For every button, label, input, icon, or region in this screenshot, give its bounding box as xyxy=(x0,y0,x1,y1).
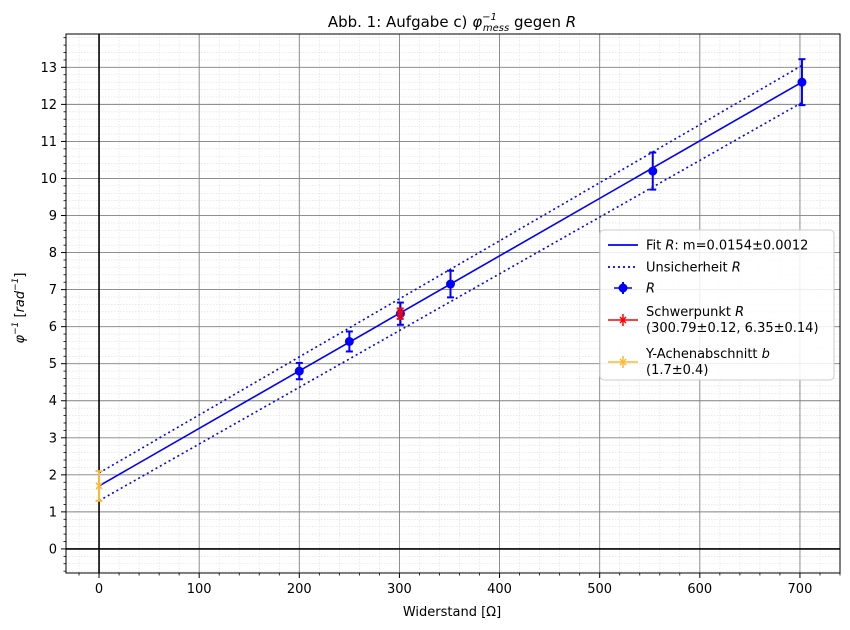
y-tick-label: 3 xyxy=(49,431,57,446)
schwerpunkt-dot xyxy=(397,310,404,317)
legend-swatch-dot xyxy=(618,283,628,293)
y-tick-label: 10 xyxy=(40,172,57,187)
y-tick-label: 5 xyxy=(49,357,57,372)
data-point xyxy=(797,77,807,87)
x-tick-label: 700 xyxy=(788,582,813,597)
ticks xyxy=(61,37,841,578)
x-tick-label: 0 xyxy=(95,582,103,597)
plot-frame xyxy=(65,33,841,574)
data-point-x xyxy=(95,482,103,490)
y-tick-label: 6 xyxy=(49,320,57,335)
legend-label: Fit R: m=0.0154±0.0012 xyxy=(646,239,808,254)
y-tick-label: 12 xyxy=(40,98,57,113)
legend-swatch-x xyxy=(619,316,627,324)
legend-label-line2: (1.7±0.4) xyxy=(646,363,708,378)
x-axis-label: Widerstand [Ω] xyxy=(403,605,501,620)
legend-label: Unsicherheit R xyxy=(646,261,741,276)
legend-label: Y-Achenabschnitt b xyxy=(645,347,770,362)
series-layer xyxy=(95,58,807,502)
y-tick-label: 2 xyxy=(49,468,57,483)
data-point xyxy=(294,366,304,376)
data-point xyxy=(648,166,658,176)
x-tick-label: 300 xyxy=(387,582,412,597)
x-tick-label: 400 xyxy=(487,582,512,597)
legend-label-line2: (300.79±0.12, 6.35±0.14) xyxy=(646,321,819,336)
y-tick-label: 8 xyxy=(49,246,57,261)
y-axis-label: φ−1 [rad−1] xyxy=(11,272,28,343)
y-tick-label: 7 xyxy=(49,283,57,298)
legend-box xyxy=(599,229,835,381)
y-tick-label: 0 xyxy=(49,542,57,557)
data-point xyxy=(344,336,354,346)
y-tick-label: 13 xyxy=(40,61,57,76)
y-tick-label: 11 xyxy=(40,135,57,150)
y-tick-label: 4 xyxy=(49,394,57,409)
x-tick-label: 600 xyxy=(687,582,712,597)
y-tick-label: 9 xyxy=(49,209,57,224)
legend: Fit R: m=0.0154±0.0012 Unsicherheit R R Sch… xyxy=(599,229,835,381)
chart-title: Abb. 1: Aufgabe c) φ−1 mess gegen R xyxy=(328,12,576,34)
x-tick-label: 100 xyxy=(187,582,212,597)
legend-label: R xyxy=(646,282,655,297)
y-tick-label: 1 xyxy=(49,505,57,520)
legend-label: Schwerpunkt R xyxy=(646,305,744,320)
x-tick-label: 200 xyxy=(287,582,312,597)
uncertainty-line xyxy=(98,64,803,474)
data-point xyxy=(445,279,455,289)
x-tick-label: 500 xyxy=(587,582,612,597)
legend-swatch-x xyxy=(619,358,627,366)
